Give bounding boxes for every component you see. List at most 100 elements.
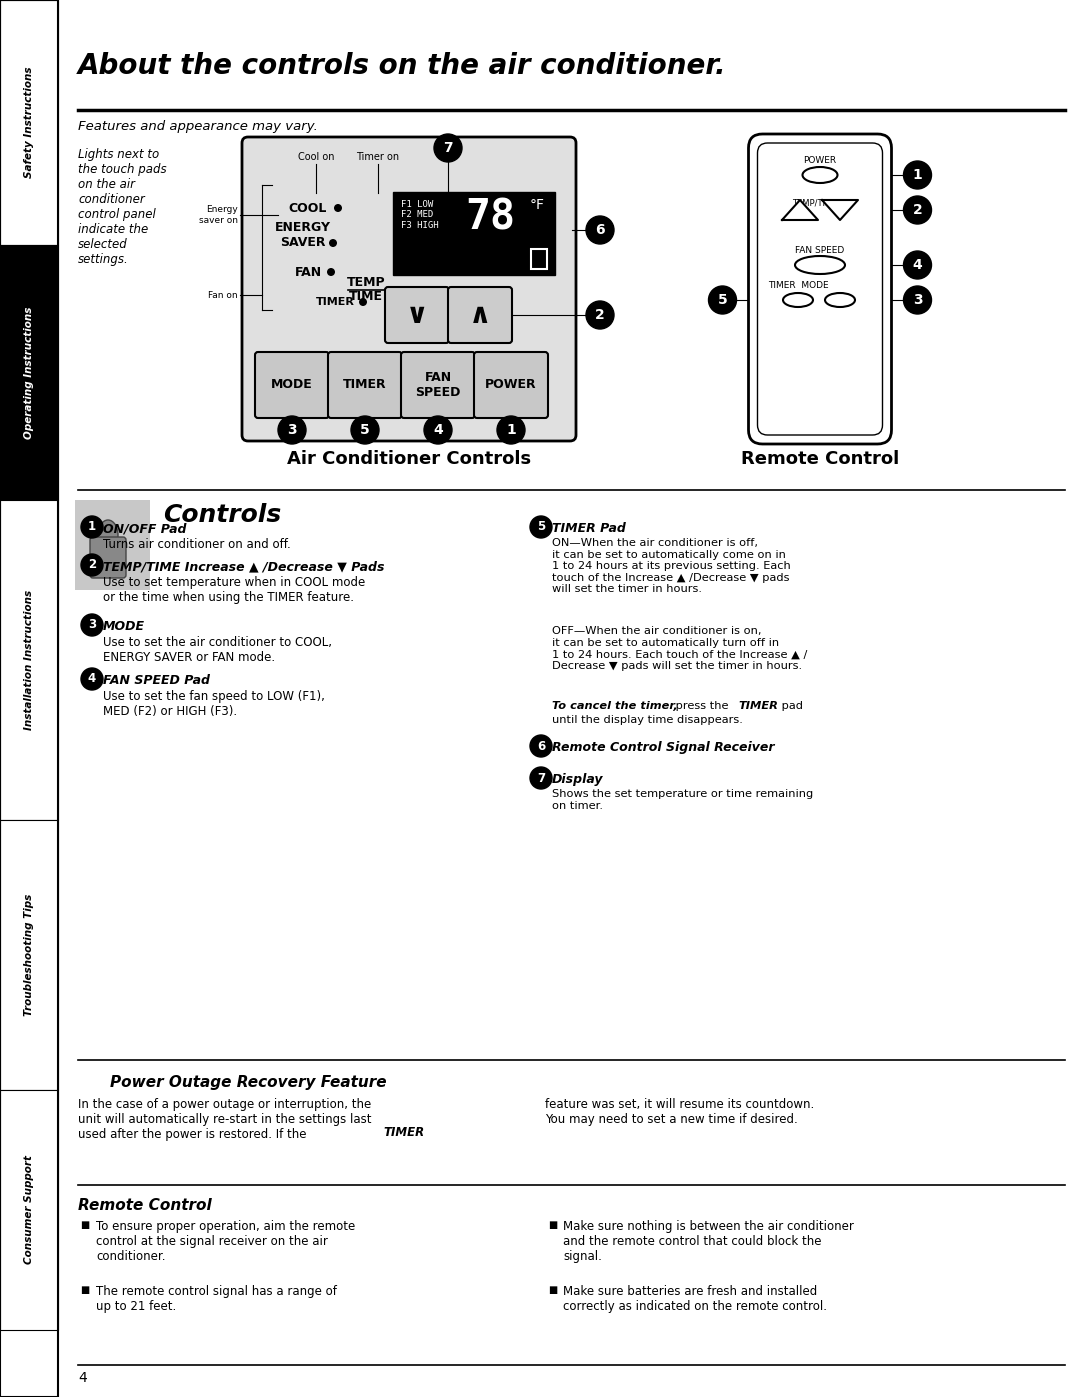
Text: 1: 1: [507, 423, 516, 437]
Text: FAN SPEED: FAN SPEED: [795, 246, 845, 256]
Text: F1 LOW
F2 MED
F3 HIGH: F1 LOW F2 MED F3 HIGH: [401, 200, 438, 229]
Text: 7: 7: [443, 141, 453, 155]
Text: In the case of a power outage or interruption, the
unit will automatically re-st: In the case of a power outage or interru…: [78, 1098, 372, 1141]
Text: ■: ■: [548, 1220, 557, 1229]
Text: TIMER: TIMER: [738, 701, 778, 711]
Polygon shape: [782, 200, 818, 219]
Text: Shows the set temperature or time remaining
on timer.: Shows the set temperature or time remain…: [552, 789, 813, 810]
Circle shape: [530, 735, 552, 757]
Text: ENERGY
SAVER: ENERGY SAVER: [275, 221, 330, 249]
Text: ■: ■: [548, 1285, 557, 1295]
Circle shape: [904, 161, 931, 189]
Text: ∧: ∧: [469, 300, 491, 330]
Text: ON—When the air conditioner is off,
it can be set to automatically come on in
1 : ON—When the air conditioner is off, it c…: [552, 538, 791, 594]
Bar: [0, 244, 58, 500]
Circle shape: [351, 416, 379, 444]
Text: TIME: TIME: [349, 291, 383, 303]
Bar: [0, 500, 58, 820]
Text: FAN SPEED Pad: FAN SPEED Pad: [103, 673, 210, 687]
Text: 5: 5: [360, 423, 369, 437]
Text: 6: 6: [595, 224, 605, 237]
FancyBboxPatch shape: [384, 286, 449, 344]
Circle shape: [359, 298, 367, 306]
FancyBboxPatch shape: [328, 352, 402, 418]
Text: °F: °F: [530, 198, 545, 212]
Text: ON/OFF Pad: ON/OFF Pad: [103, 522, 187, 535]
Text: Features and appearance may vary.: Features and appearance may vary.: [78, 120, 318, 133]
Circle shape: [81, 615, 103, 636]
Text: 3: 3: [87, 619, 96, 631]
Text: TEMP: TEMP: [347, 275, 386, 289]
Circle shape: [327, 268, 335, 277]
Text: TIMER: TIMER: [383, 1126, 424, 1139]
Text: 1: 1: [913, 168, 922, 182]
FancyBboxPatch shape: [448, 286, 512, 344]
Text: pad: pad: [778, 701, 804, 711]
Circle shape: [530, 515, 552, 538]
FancyBboxPatch shape: [401, 352, 475, 418]
Circle shape: [904, 251, 931, 279]
Text: Remote Control: Remote Control: [78, 1199, 212, 1213]
Text: TIMER: TIMER: [316, 298, 355, 307]
Text: Troubleshooting Tips: Troubleshooting Tips: [24, 894, 33, 1016]
FancyBboxPatch shape: [474, 352, 548, 418]
Text: Make sure nothing is between the air conditioner
and the remote control that cou: Make sure nothing is between the air con…: [563, 1220, 854, 1263]
Bar: [0, 0, 58, 244]
Circle shape: [586, 217, 615, 244]
Text: Energy
saver on: Energy saver on: [199, 205, 238, 225]
Text: Use to set the air conditioner to COOL,
ENERGY SAVER or FAN mode.: Use to set the air conditioner to COOL, …: [103, 636, 332, 664]
Text: ■: ■: [80, 1220, 90, 1229]
Circle shape: [434, 134, 462, 162]
Text: Installation Instructions: Installation Instructions: [24, 590, 33, 731]
Text: Timer on: Timer on: [356, 152, 400, 162]
Text: 6: 6: [537, 739, 545, 753]
Circle shape: [708, 286, 737, 314]
Circle shape: [81, 668, 103, 690]
Text: 4: 4: [433, 423, 443, 437]
Text: 5: 5: [717, 293, 727, 307]
Circle shape: [586, 300, 615, 330]
Text: 2: 2: [87, 559, 96, 571]
Ellipse shape: [98, 520, 118, 550]
Text: Use to set temperature when in COOL mode
or the time when using the TIMER featur: Use to set temperature when in COOL mode…: [103, 576, 365, 604]
FancyBboxPatch shape: [255, 352, 329, 418]
Bar: [75, 500, 150, 590]
Text: press the: press the: [672, 701, 732, 711]
FancyBboxPatch shape: [242, 137, 576, 441]
Text: Make sure batteries are fresh and installed
correctly as indicated on the remote: Make sure batteries are fresh and instal…: [563, 1285, 827, 1313]
Text: ∨: ∨: [406, 300, 429, 330]
Circle shape: [278, 416, 306, 444]
Text: Remote Control Signal Receiver: Remote Control Signal Receiver: [552, 740, 774, 754]
Text: ■: ■: [80, 1285, 90, 1295]
Circle shape: [81, 555, 103, 576]
Circle shape: [334, 204, 342, 212]
Text: To cancel the timer,: To cancel the timer,: [552, 701, 678, 711]
Text: TEMP/TIME: TEMP/TIME: [793, 198, 838, 207]
Text: About the controls on the air conditioner.: About the controls on the air conditione…: [78, 52, 727, 80]
Text: To ensure proper operation, aim the remote
control at the signal receiver on the: To ensure proper operation, aim the remo…: [96, 1220, 355, 1263]
Text: Display: Display: [552, 773, 604, 787]
Text: 7: 7: [537, 771, 545, 785]
Bar: [531, 249, 546, 270]
Circle shape: [81, 515, 103, 538]
Text: 4: 4: [87, 672, 96, 686]
Text: Safety Instructions: Safety Instructions: [24, 67, 33, 179]
Circle shape: [329, 239, 337, 247]
Circle shape: [904, 286, 931, 314]
Text: Use to set the fan speed to LOW (F1),
MED (F2) or HIGH (F3).: Use to set the fan speed to LOW (F1), ME…: [103, 690, 325, 718]
Text: POWER: POWER: [804, 156, 837, 165]
Text: TEMP/TIME Increase ▲ /Decrease ▼ Pads: TEMP/TIME Increase ▲ /Decrease ▼ Pads: [103, 560, 384, 573]
FancyBboxPatch shape: [748, 134, 891, 444]
FancyBboxPatch shape: [90, 536, 126, 578]
Bar: [0, 0, 58, 1397]
Text: TIMER: TIMER: [343, 379, 387, 391]
Text: 1: 1: [87, 521, 96, 534]
Text: MODE: MODE: [103, 620, 145, 633]
Circle shape: [530, 767, 552, 789]
Text: 78: 78: [465, 197, 515, 239]
Text: The remote control signal has a range of
up to 21 feet.: The remote control signal has a range of…: [96, 1285, 337, 1313]
Text: Lights next to
the touch pads
on the air
conditioner
control panel
indicate the
: Lights next to the touch pads on the air…: [78, 148, 166, 265]
Text: 2: 2: [913, 203, 922, 217]
Text: FAN
SPEED: FAN SPEED: [416, 372, 461, 400]
Text: 2: 2: [595, 307, 605, 321]
